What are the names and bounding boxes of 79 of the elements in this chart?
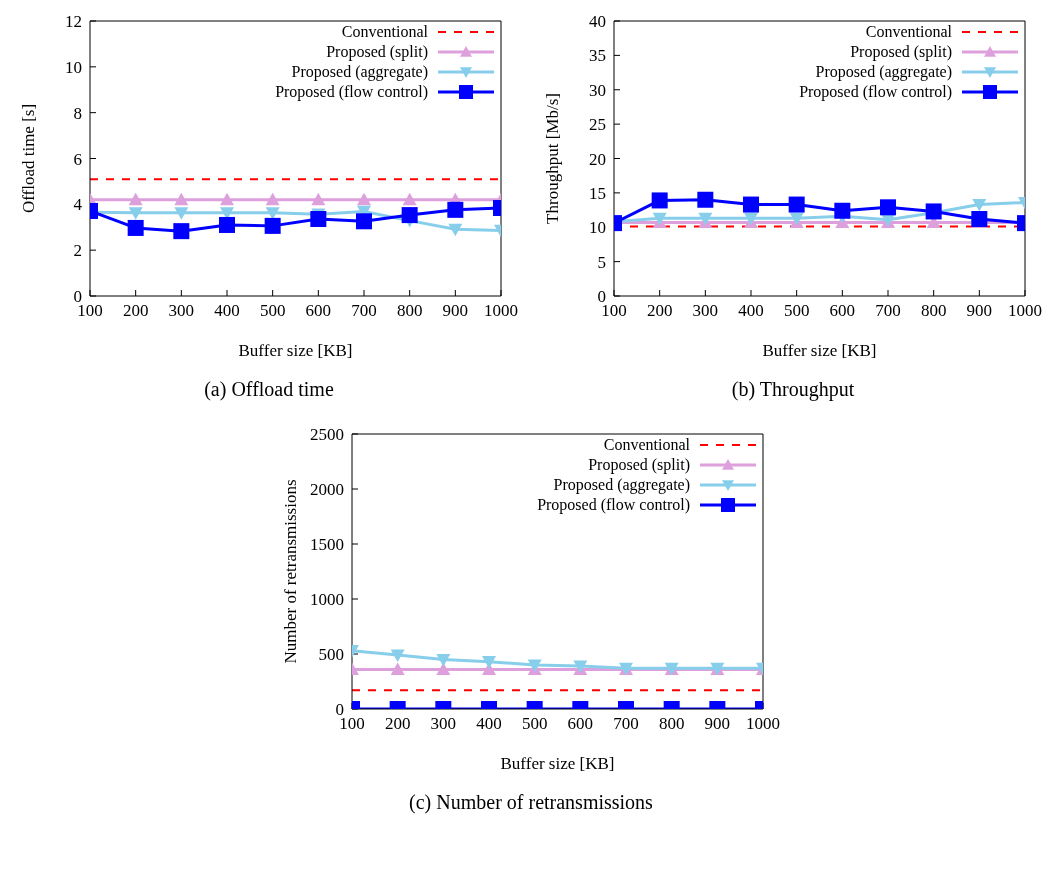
x-tick-label: 700 xyxy=(875,301,901,321)
point xyxy=(743,196,759,213)
x-tick-label: 800 xyxy=(658,714,685,734)
legend-label: Proposed (flow control) xyxy=(799,82,952,102)
y-tick-label: 10 xyxy=(65,57,82,77)
y-tick-label: 2 xyxy=(73,241,82,261)
text: (a) Offload time xyxy=(204,378,334,401)
legend-label: Conventional xyxy=(865,22,952,42)
legend-label: Proposed (split) xyxy=(850,42,952,62)
point xyxy=(971,211,988,227)
x-tick-label: 300 xyxy=(168,301,195,321)
y-axis-title: Throughput [Mb/s] xyxy=(543,93,563,224)
y-tick-label: 1000 xyxy=(310,590,344,610)
y-tick-label: 40 xyxy=(589,12,606,32)
x-tick-label: 600 xyxy=(567,714,594,734)
x-tick-label: 1000 xyxy=(484,301,518,321)
y-tick-label: 35 xyxy=(589,46,606,66)
y-axis-title: Number of retransmissions xyxy=(281,479,301,664)
x-tick-label: 1000 xyxy=(746,714,780,734)
x-tick-label: 300 xyxy=(430,714,457,734)
y-tick-label: 20 xyxy=(589,149,606,169)
x-axis-title: Buffer size [KB] xyxy=(762,341,877,360)
point xyxy=(972,198,987,212)
point xyxy=(834,202,851,219)
x-tick-label: 700 xyxy=(351,301,377,321)
point xyxy=(880,199,896,216)
legend-label: Proposed (aggregate) xyxy=(553,475,690,495)
y-tick-label: 500 xyxy=(318,645,344,665)
x-tick-label: 300 xyxy=(692,301,719,321)
x-tick-label: 200 xyxy=(646,301,673,321)
x-tick-label: 900 xyxy=(442,301,469,321)
point xyxy=(651,192,668,209)
x-tick-label: 600 xyxy=(305,301,332,321)
y-tick-label: 15 xyxy=(589,183,606,203)
legend-label: Conventional xyxy=(341,22,428,42)
x-tick-label: 700 xyxy=(613,714,639,734)
y-tick-label: 30 xyxy=(589,80,606,100)
legend-label: Conventional xyxy=(603,435,690,455)
x-tick-label: 400 xyxy=(214,301,240,321)
y-tick-label: 2000 xyxy=(310,480,344,500)
y-tick-label: 25 xyxy=(589,115,606,135)
x-tick-label: 800 xyxy=(396,301,423,321)
x-tick-label: 500 xyxy=(783,301,810,321)
text: (c) Number of retransmissions xyxy=(409,791,653,814)
x-tick-label: 400 xyxy=(738,301,764,321)
legend-label: Proposed (aggregate) xyxy=(291,62,428,82)
y-tick-label: 2500 xyxy=(310,425,344,445)
x-tick-label: 900 xyxy=(966,301,993,321)
y-tick-label: 12 xyxy=(65,12,82,32)
x-tick-label: 100 xyxy=(601,301,627,321)
x-tick-label: 900 xyxy=(704,714,731,734)
y-tick-label: 1500 xyxy=(310,535,344,555)
legend-label: Proposed (split) xyxy=(326,42,428,62)
legend-label: Proposed (split) xyxy=(588,455,690,475)
y-axis-title: Offload time [s] xyxy=(19,103,39,214)
x-tick-label: 400 xyxy=(476,714,502,734)
y-tick-label: 10 xyxy=(589,218,606,238)
legend-label: Proposed (flow control) xyxy=(537,495,690,515)
legend-label: Proposed (aggregate) xyxy=(815,62,952,82)
y-tick-label: 6 xyxy=(73,149,82,169)
x-tick-label: 800 xyxy=(920,301,947,321)
text: (b) Throughput xyxy=(731,378,855,401)
x-tick-label: 600 xyxy=(829,301,856,321)
point xyxy=(925,203,942,220)
point xyxy=(697,191,714,208)
x-tick-label: 200 xyxy=(384,714,411,734)
y-tick-label: 5 xyxy=(597,252,606,272)
x-tick-label: 1000 xyxy=(1008,301,1042,321)
x-tick-label: 200 xyxy=(122,301,149,321)
legend-label: Proposed (flow control) xyxy=(275,82,428,102)
x-axis-title: Buffer size [KB] xyxy=(238,341,353,360)
x-tick-label: 500 xyxy=(259,301,286,321)
x-axis-title: Buffer size [KB] xyxy=(500,754,615,773)
x-tick-label: 500 xyxy=(521,714,548,734)
x-tick-label: 100 xyxy=(339,714,365,734)
point xyxy=(788,196,805,213)
y-tick-label: 8 xyxy=(73,103,82,123)
y-tick-label: 4 xyxy=(73,195,83,215)
x-tick-label: 100 xyxy=(77,301,103,321)
